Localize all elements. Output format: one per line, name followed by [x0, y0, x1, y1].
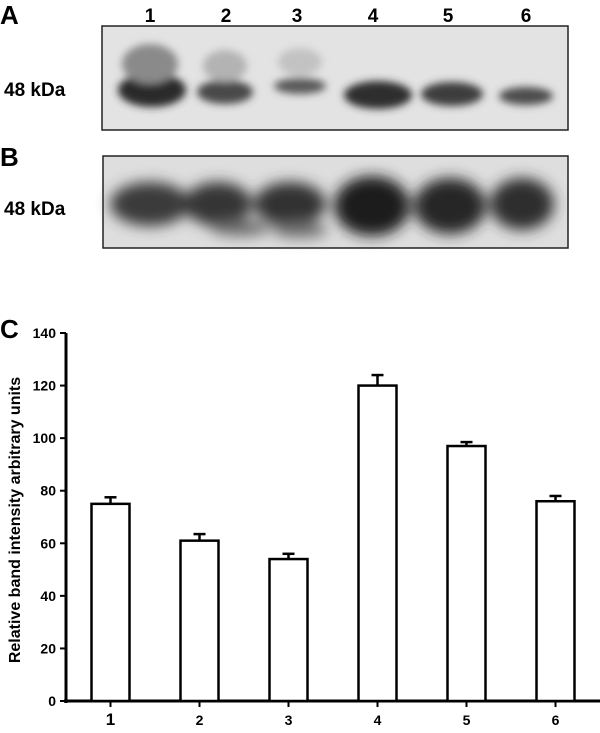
lane-label-6: 6 [521, 6, 532, 27]
x-tick-label-5: 5 [463, 712, 471, 728]
bar-2 [179, 539, 220, 703]
x-tick-label-2: 2 [196, 712, 204, 728]
panel-a-lane-labels: 1 2 3 4 5 6 [145, 6, 532, 27]
x-tick-label-4: 4 [374, 712, 382, 728]
y-axis-label: Relative band intensity arbitrary units [7, 377, 24, 663]
lane-label-2: 2 [221, 6, 232, 27]
y-tick-label-40: 40 [40, 588, 56, 604]
panel-a-letter: A [0, 0, 19, 30]
panel-b-marker: 48 kDa [4, 199, 66, 220]
x-tick-label-3: 3 [285, 712, 293, 728]
panel-a-marker: 48 kDa [4, 80, 66, 101]
panel-c-letter: C [0, 314, 19, 344]
blot-a [101, 25, 569, 131]
lane-label-3: 3 [292, 6, 303, 27]
x-tick-label-1: 1 [106, 710, 115, 728]
y-tick-label-100: 100 [33, 430, 57, 446]
y-tick-label-120: 120 [33, 378, 57, 394]
bar-1 [90, 502, 131, 703]
lane-label-4: 4 [368, 6, 379, 27]
lane-label-1: 1 [145, 6, 156, 27]
y-tick-label-20: 20 [40, 640, 56, 656]
y-tick-label-0: 0 [48, 693, 56, 709]
lane-label-5: 5 [443, 6, 454, 27]
bar-5 [446, 444, 487, 703]
y-tick-label-140: 140 [33, 325, 57, 341]
x-tick-label-6: 6 [552, 712, 560, 728]
y-tick-label-80: 80 [40, 483, 56, 499]
bar-3 [268, 557, 309, 703]
y-tick-label-60: 60 [40, 535, 56, 551]
bar-6 [535, 499, 576, 703]
bar-chart: 0 20 40 60 80 100 120 140 1 2 3 4 5 6 [33, 325, 600, 729]
blot-b [102, 155, 569, 249]
bar-4 [357, 384, 398, 703]
panel-b-letter: B [0, 142, 19, 172]
